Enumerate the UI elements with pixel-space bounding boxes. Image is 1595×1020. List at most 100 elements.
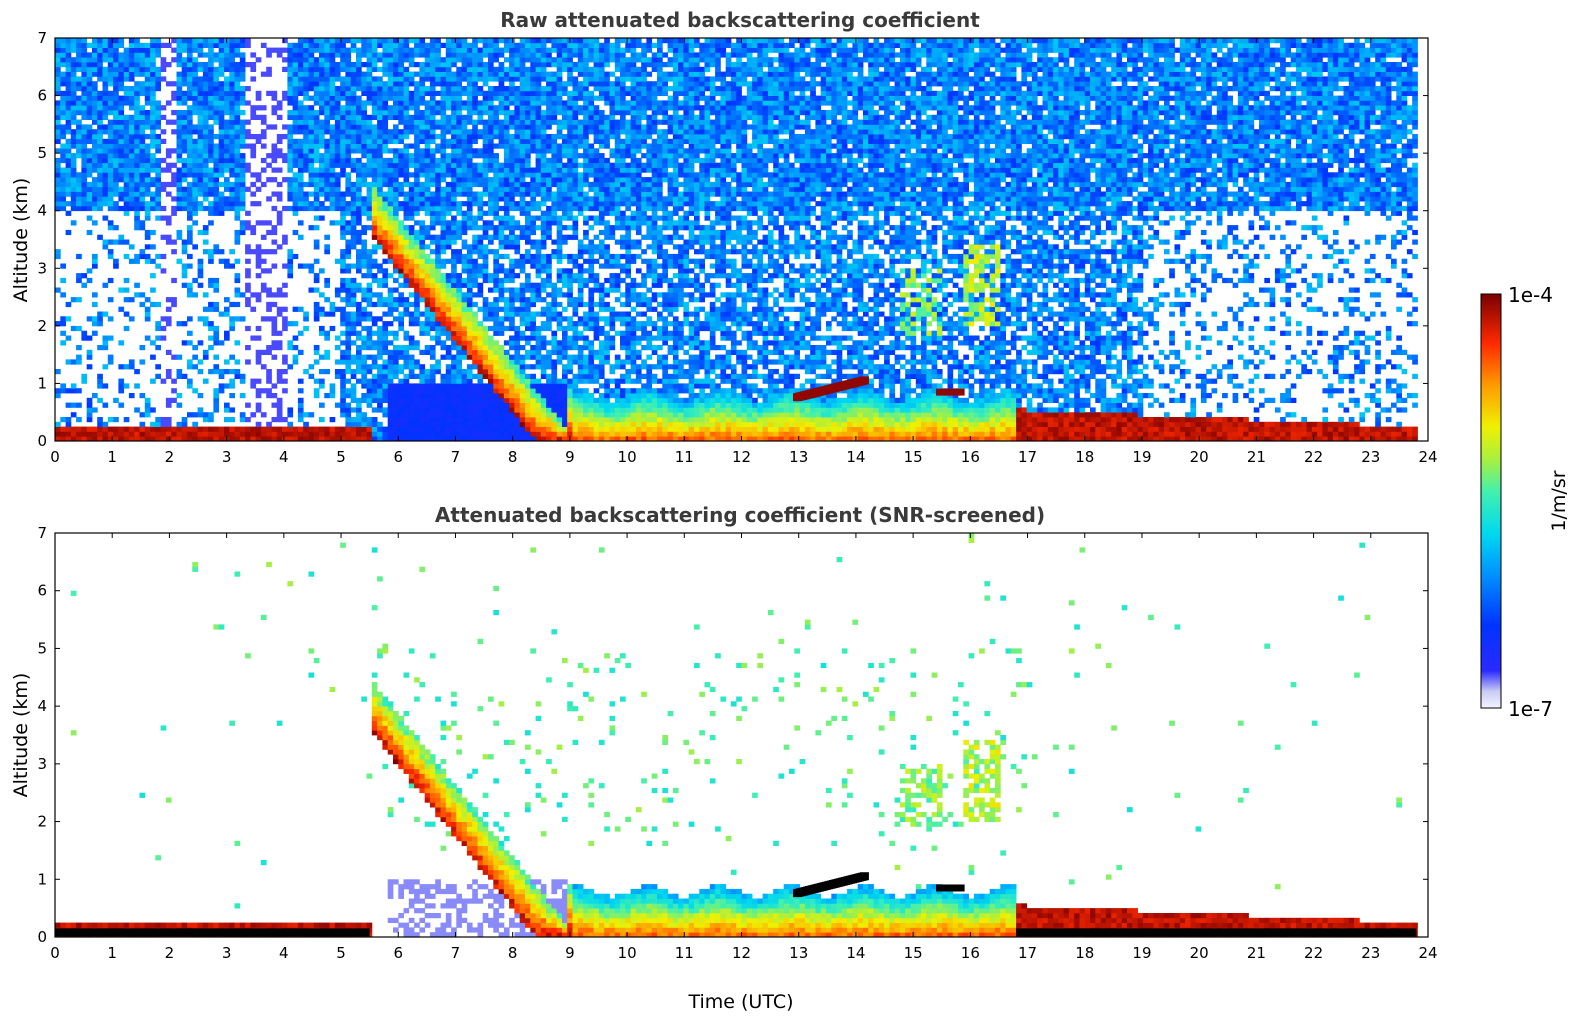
- heatmap-cell: [102, 124, 109, 130]
- heatmap-cell: [65, 124, 72, 130]
- heatmap-cell: [461, 201, 468, 207]
- heatmap-cell: [86, 134, 93, 140]
- heatmap-cell: [509, 62, 515, 68]
- heatmap-cell: [123, 162, 130, 168]
- heatmap-cell: [345, 321, 352, 327]
- heatmap-cell: [488, 181, 494, 188]
- heatmap-cell: [118, 436, 125, 442]
- heatmap-cell: [435, 426, 441, 432]
- heatmap-cell: [107, 172, 114, 178]
- heatmap-cell: [86, 349, 93, 355]
- heatmap-cell: [144, 81, 151, 87]
- heatmap-cell: [340, 134, 346, 140]
- heatmap-cell: [377, 172, 383, 178]
- heatmap-cell: [498, 359, 505, 365]
- heatmap-cell: [377, 301, 383, 308]
- heatmap-cell: [128, 162, 135, 168]
- heatmap-cell: [503, 138, 510, 144]
- heatmap-cell: [377, 335, 383, 341]
- heatmap-cell: [419, 407, 426, 413]
- heatmap-cell: [192, 143, 198, 149]
- heatmap-cell: [498, 47, 505, 53]
- heatmap-cell: [530, 393, 536, 399]
- heatmap-cell: [451, 234, 457, 240]
- heatmap-cell: [435, 397, 441, 403]
- heatmap-cell: [503, 301, 510, 308]
- heatmap-cell: [377, 119, 383, 125]
- heatmap-cell: [530, 354, 536, 360]
- heatmap-cell: [403, 393, 410, 399]
- heatmap-cell: [345, 421, 352, 427]
- heatmap-cell: [493, 76, 499, 82]
- heatmap-cell: [366, 119, 373, 125]
- heatmap-cell: [155, 215, 161, 221]
- heatmap-cell: [361, 393, 367, 399]
- heatmap-cell: [118, 287, 125, 293]
- heatmap-cell: [525, 76, 531, 82]
- heatmap-cell: [498, 397, 505, 403]
- heatmap-cell: [366, 325, 373, 332]
- heatmap-cell: [371, 330, 378, 336]
- heatmap-cell: [398, 81, 404, 87]
- heatmap-cell: [393, 330, 399, 336]
- heatmap-cell: [213, 167, 220, 173]
- heatmap-cell: [60, 105, 66, 111]
- heatmap-cell: [334, 157, 341, 164]
- heatmap-cell: [192, 292, 198, 298]
- heatmap-cell: [55, 100, 61, 106]
- heatmap-cell: [456, 172, 462, 178]
- heatmap-cell: [356, 354, 362, 360]
- heatmap-cell: [324, 62, 330, 68]
- heatmap-cell: [319, 81, 325, 87]
- heatmap-cell: [461, 225, 468, 231]
- heatmap-cell: [340, 349, 346, 355]
- heatmap-cell: [488, 52, 494, 58]
- heatmap-cell: [345, 364, 352, 370]
- heatmap-cell: [498, 66, 505, 72]
- heatmap-cell: [514, 205, 521, 212]
- heatmap-cell: [424, 138, 431, 144]
- heatmap-cell: [408, 340, 415, 346]
- heatmap-cell: [519, 143, 526, 149]
- heatmap-cell: [451, 373, 457, 379]
- heatmap-cell: [408, 364, 415, 370]
- heatmap-cell: [361, 340, 367, 346]
- heatmap-cell: [165, 100, 172, 106]
- heatmap-cell: [393, 436, 399, 442]
- heatmap-cell: [282, 436, 288, 442]
- heatmap-cell: [429, 215, 436, 221]
- heatmap-cell: [192, 354, 198, 360]
- heatmap-cell: [424, 373, 431, 379]
- heatmap-cell: [461, 119, 468, 125]
- heatmap-cell: [70, 95, 77, 101]
- heatmap-cell: [345, 114, 352, 120]
- heatmap-cell: [92, 162, 98, 168]
- heatmap-cell: [493, 383, 499, 389]
- heatmap-cell: [419, 364, 426, 370]
- heatmap-cell: [403, 105, 410, 111]
- heatmap-cell: [229, 71, 235, 77]
- heatmap-cell: [229, 417, 235, 423]
- heatmap-cell: [350, 407, 357, 413]
- heatmap-cell: [303, 369, 309, 375]
- heatmap-cell: [329, 172, 336, 178]
- heatmap-cell: [187, 340, 193, 346]
- heatmap-cell: [70, 388, 77, 394]
- heatmap-cell: [366, 57, 373, 63]
- heatmap-cell: [150, 205, 156, 212]
- heatmap-cell: [165, 81, 172, 87]
- heatmap-cell: [160, 181, 167, 188]
- heatmap-cell: [139, 253, 146, 260]
- heatmap-cell: [366, 436, 373, 442]
- heatmap-cell: [498, 263, 505, 269]
- heatmap-cell: [493, 47, 499, 53]
- heatmap-cell: [414, 114, 420, 120]
- heatmap-cell: [429, 220, 436, 226]
- heatmap-cell: [55, 129, 61, 135]
- heatmap-cell: [266, 436, 272, 442]
- heatmap-cell: [55, 90, 61, 96]
- heatmap-cell: [102, 110, 109, 116]
- heatmap-cell: [493, 234, 499, 240]
- heatmap-cell: [519, 397, 526, 403]
- heatmap-cell: [419, 62, 426, 68]
